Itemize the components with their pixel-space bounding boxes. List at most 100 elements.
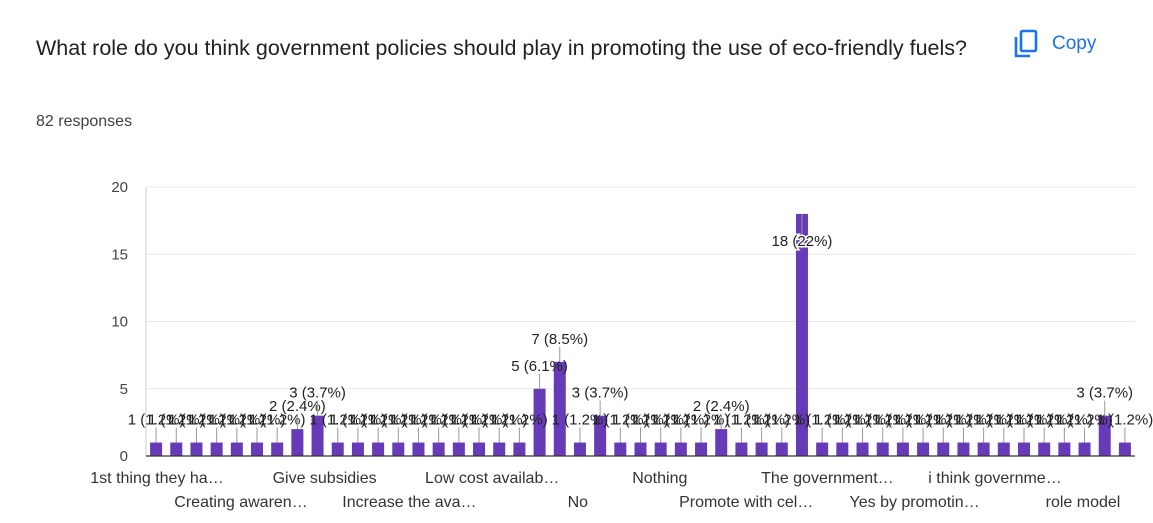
bar (1098, 415, 1111, 456)
bar (1017, 442, 1030, 456)
bar (1118, 442, 1131, 456)
bar-value-label: 1 (1.2%) (935, 412, 992, 429)
bar (230, 442, 243, 456)
x-category-label: Increase the ava… (342, 494, 476, 511)
bar (775, 442, 788, 456)
bar (795, 213, 808, 456)
x-category-label: Creating awaren… (174, 494, 307, 511)
bar (977, 442, 990, 456)
bar-value-label: 1 (1.2%) (1097, 412, 1153, 429)
bar-value-label: 1 (1.2%) (875, 412, 932, 429)
bar-value-label: 1 (1.2%) (410, 412, 467, 429)
bar-value-label: 1 (1.2%) (1016, 412, 1073, 429)
x-category-label: The government… (761, 470, 894, 487)
bar-value-label: 1 (1.2%) (430, 412, 487, 429)
bar-value-label: 1 (1.2%) (794, 412, 851, 429)
bar (1038, 442, 1051, 456)
bar (412, 442, 425, 456)
response-count: 82 responses (36, 113, 133, 130)
bar-value-label: 1 (1.2%) (451, 412, 508, 429)
copy-label: Copy (1052, 33, 1097, 54)
bar (392, 442, 405, 456)
bar-value-label: 1 (1.2%) (229, 412, 286, 429)
bar (251, 442, 264, 456)
bar-value-label: 1 (1.2%) (753, 412, 810, 429)
bar-value-label: 1 (1.2%) (208, 412, 265, 429)
x-category-label: Yes by promotin… (850, 494, 980, 511)
bar (291, 429, 304, 456)
bar-value-label: 1 (1.2%) (148, 412, 205, 429)
bar (654, 442, 667, 456)
bar-value-label: 1 (1.2%) (632, 412, 689, 429)
bar-value-label: 1 (1.2%) (128, 412, 185, 429)
bar-value-label: 1 (1.2%) (653, 412, 710, 429)
bar (533, 388, 546, 456)
bar-value-label: 1 (1.2%) (612, 412, 669, 429)
bar (493, 442, 506, 456)
bar (755, 442, 768, 456)
x-category-label: role model (1046, 494, 1121, 511)
bar (1058, 442, 1071, 456)
y-tick-label: 15 (111, 246, 128, 263)
bar (836, 442, 849, 456)
bar-value-label: 1 (1.2%) (814, 412, 871, 429)
bar-value-label: 2 (2.4%) (269, 398, 326, 415)
bar (271, 442, 284, 456)
bar (372, 442, 385, 456)
y-tick-label: 0 (120, 448, 128, 465)
bar-value-label: 1 (1.2%) (330, 412, 387, 429)
bar-value-label: 1 (1.2%) (390, 412, 447, 429)
bar-value-label: 1 (1.2%) (491, 412, 548, 429)
bar-value-label: 18 (22%) (772, 233, 833, 250)
bar-value-label: 1 (1.2%) (673, 412, 730, 429)
bar (473, 442, 486, 456)
bar (856, 442, 869, 456)
y-tick-label: 5 (120, 381, 128, 398)
bar-value-label: 1 (1.2%) (955, 412, 1012, 429)
bar-value-label: 1 (1.2%) (309, 412, 366, 429)
bar-value-label: 1 (1.2%) (370, 412, 427, 429)
copy-icon (1012, 29, 1040, 59)
bar (917, 442, 930, 456)
x-category-label: i think governme… (928, 470, 1061, 487)
bar-value-label: 1 (1.2%) (350, 412, 407, 429)
bar (170, 442, 183, 456)
bar-value-label: 3 (3.7%) (572, 385, 629, 402)
bar (573, 442, 586, 456)
bar-value-label: 1 (1.2%) (1056, 412, 1113, 429)
bar (674, 442, 687, 456)
bar (311, 415, 324, 456)
bar (695, 442, 708, 456)
bar-value-label: 1 (1.2%) (996, 412, 1053, 429)
bar (634, 442, 647, 456)
bar (594, 415, 607, 456)
y-tick-label: 10 (111, 314, 128, 331)
bar (715, 429, 728, 456)
bar-value-label: 1 (1.2%) (733, 412, 790, 429)
bar-value-label: 7 (8.5%) (531, 331, 588, 348)
question-title: What role do you think government polici… (36, 36, 967, 60)
bar-value-label: 1 (1.2%) (834, 412, 891, 429)
bar (513, 442, 526, 456)
bar (190, 442, 203, 456)
bar-value-label: 1 (1.2%) (552, 412, 609, 429)
bar (210, 442, 223, 456)
bar-value-label: 1 (1.2%) (854, 412, 911, 429)
bar (937, 442, 950, 456)
bar (1078, 442, 1091, 456)
bar (432, 442, 445, 456)
bar-value-label: 3 (3.7%) (1076, 385, 1133, 402)
bar (876, 442, 889, 456)
bar-value-label: 1 (1.2%) (188, 412, 245, 429)
x-category-label: 1st thing they ha… (90, 470, 223, 487)
bar-value-label: 2 (2.4%) (693, 398, 750, 415)
bar (351, 442, 364, 456)
copy-button[interactable]: Copy (1006, 24, 1102, 64)
bar (614, 442, 627, 456)
bar (957, 442, 970, 456)
x-category-label: No (568, 494, 589, 511)
bar-value-label: 1 (1.2%) (915, 412, 972, 429)
bar (452, 442, 465, 456)
bar-value-label: 1 (1.2%) (975, 412, 1032, 429)
